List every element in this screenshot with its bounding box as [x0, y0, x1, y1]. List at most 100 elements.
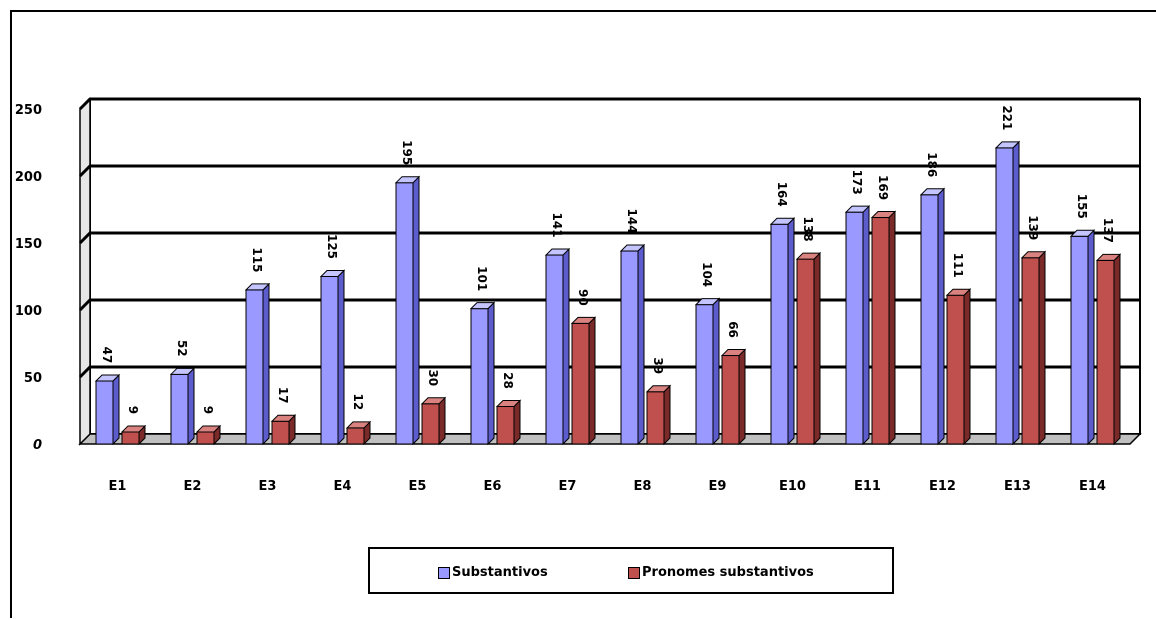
bar-side	[712, 297, 720, 446]
bar-front	[1096, 259, 1115, 445]
bar-pronomes-E10	[795, 251, 822, 446]
bar-side	[588, 316, 596, 446]
x-tick-label: E11	[854, 479, 881, 494]
bar-front	[271, 420, 290, 445]
data-label-substantivos: 141	[550, 213, 564, 238]
bar-front	[496, 405, 515, 445]
bar-side	[787, 217, 795, 446]
bar-front	[770, 223, 789, 445]
bar-top	[1069, 229, 1096, 237]
bar-side	[1087, 229, 1095, 446]
bar-front	[946, 294, 965, 445]
data-label-pronomes: 139	[1026, 215, 1040, 240]
bar-top	[919, 188, 946, 196]
x-tick-label: E14	[1079, 479, 1106, 494]
y-tick-label: 200	[15, 170, 42, 185]
bar-top	[345, 421, 372, 429]
bar-front	[1021, 257, 1040, 445]
frame-left-border	[10, 10, 12, 618]
bar-pronomes-E14	[1095, 253, 1122, 446]
data-label-pronomes: 17	[276, 387, 290, 404]
bar-front	[121, 431, 140, 445]
bar-substantivos-E1	[94, 373, 121, 446]
bar-top	[1095, 253, 1122, 261]
data-label-pronomes: 9	[126, 406, 140, 414]
bar-substantivos-E3	[244, 282, 271, 446]
bar-front	[1070, 235, 1089, 445]
bar-front	[421, 403, 440, 445]
x-tick-label: E1	[109, 479, 127, 494]
bar-top	[394, 176, 421, 184]
data-label-pronomes: 39	[651, 357, 665, 374]
bar-front	[170, 373, 189, 445]
bar-substantivos-E2	[169, 367, 196, 446]
gridline	[78, 164, 1140, 178]
data-label-substantivos: 195	[400, 140, 414, 165]
legend-label-pronomes: Pronomes substantivos	[642, 565, 814, 580]
x-tick-label: E13	[1004, 479, 1031, 494]
bar-top	[870, 211, 897, 219]
bar-front	[620, 250, 639, 445]
bar-side	[1038, 250, 1046, 446]
bar-front	[695, 304, 714, 445]
x-tick-label: E9	[709, 479, 727, 494]
bar-side	[862, 204, 870, 446]
bar-front	[196, 431, 215, 445]
frame-top-border	[10, 10, 1156, 12]
bar-front	[721, 355, 740, 445]
bar-front	[545, 254, 564, 445]
bar-front	[571, 322, 590, 445]
bar-side	[937, 187, 945, 446]
bar-top	[720, 349, 747, 357]
bar-top	[694, 298, 721, 306]
legend-item-substantivos: Substantivos	[438, 565, 548, 580]
data-label-pronomes: 28	[501, 372, 515, 389]
bar-front	[646, 391, 665, 445]
bar-substantivos-E13	[994, 140, 1021, 446]
bar-substantivos-E4	[319, 269, 346, 446]
bar-top	[195, 425, 222, 433]
bar-substantivos-E9	[694, 297, 721, 446]
bar-side	[262, 282, 270, 446]
x-tick-label: E10	[779, 479, 806, 494]
data-label-substantivos: 164	[775, 182, 789, 207]
bar-side	[112, 373, 120, 446]
bar-front	[245, 289, 264, 445]
bar-top	[120, 425, 147, 433]
bar-side	[562, 247, 570, 446]
plot-side-wall	[79, 97, 91, 446]
bar-top	[945, 288, 972, 296]
data-label-pronomes: 9	[201, 406, 215, 414]
data-label-substantivos: 144	[625, 209, 639, 234]
x-tick-label: E8	[634, 479, 652, 494]
bar-pronomes-E3	[270, 414, 297, 446]
data-label-substantivos: 221	[1000, 105, 1014, 130]
bar-top	[1020, 251, 1047, 259]
y-tick-label: 50	[24, 371, 42, 386]
bar-pronomes-E4	[345, 420, 372, 446]
data-label-pronomes: 138	[801, 217, 815, 242]
y-tick-label: 250	[15, 103, 42, 118]
bar-pronomes-E13	[1020, 250, 1047, 446]
bar-pronomes-E12	[945, 288, 972, 446]
y-tick-label: 0	[33, 438, 42, 453]
data-label-substantivos: 47	[100, 347, 114, 364]
bar-top	[795, 252, 822, 260]
bar-top	[619, 244, 646, 252]
bar-substantivos-E5	[394, 175, 421, 446]
data-label-pronomes: 30	[426, 369, 440, 386]
bar-top	[169, 367, 196, 375]
legend-swatch-substantivos	[438, 566, 450, 579]
x-tick-label: E2	[184, 479, 202, 494]
bar-front	[95, 380, 114, 445]
bar-front	[796, 258, 815, 445]
bar-pronomes-E6	[495, 399, 522, 446]
bar-side	[738, 348, 746, 446]
bar-front	[845, 211, 864, 445]
bar-top	[994, 141, 1021, 149]
bar-top	[244, 283, 271, 291]
data-label-pronomes: 66	[726, 321, 740, 338]
bar-top	[270, 414, 297, 422]
bar-pronomes-E11	[870, 210, 897, 446]
data-label-substantivos: 52	[175, 340, 189, 357]
